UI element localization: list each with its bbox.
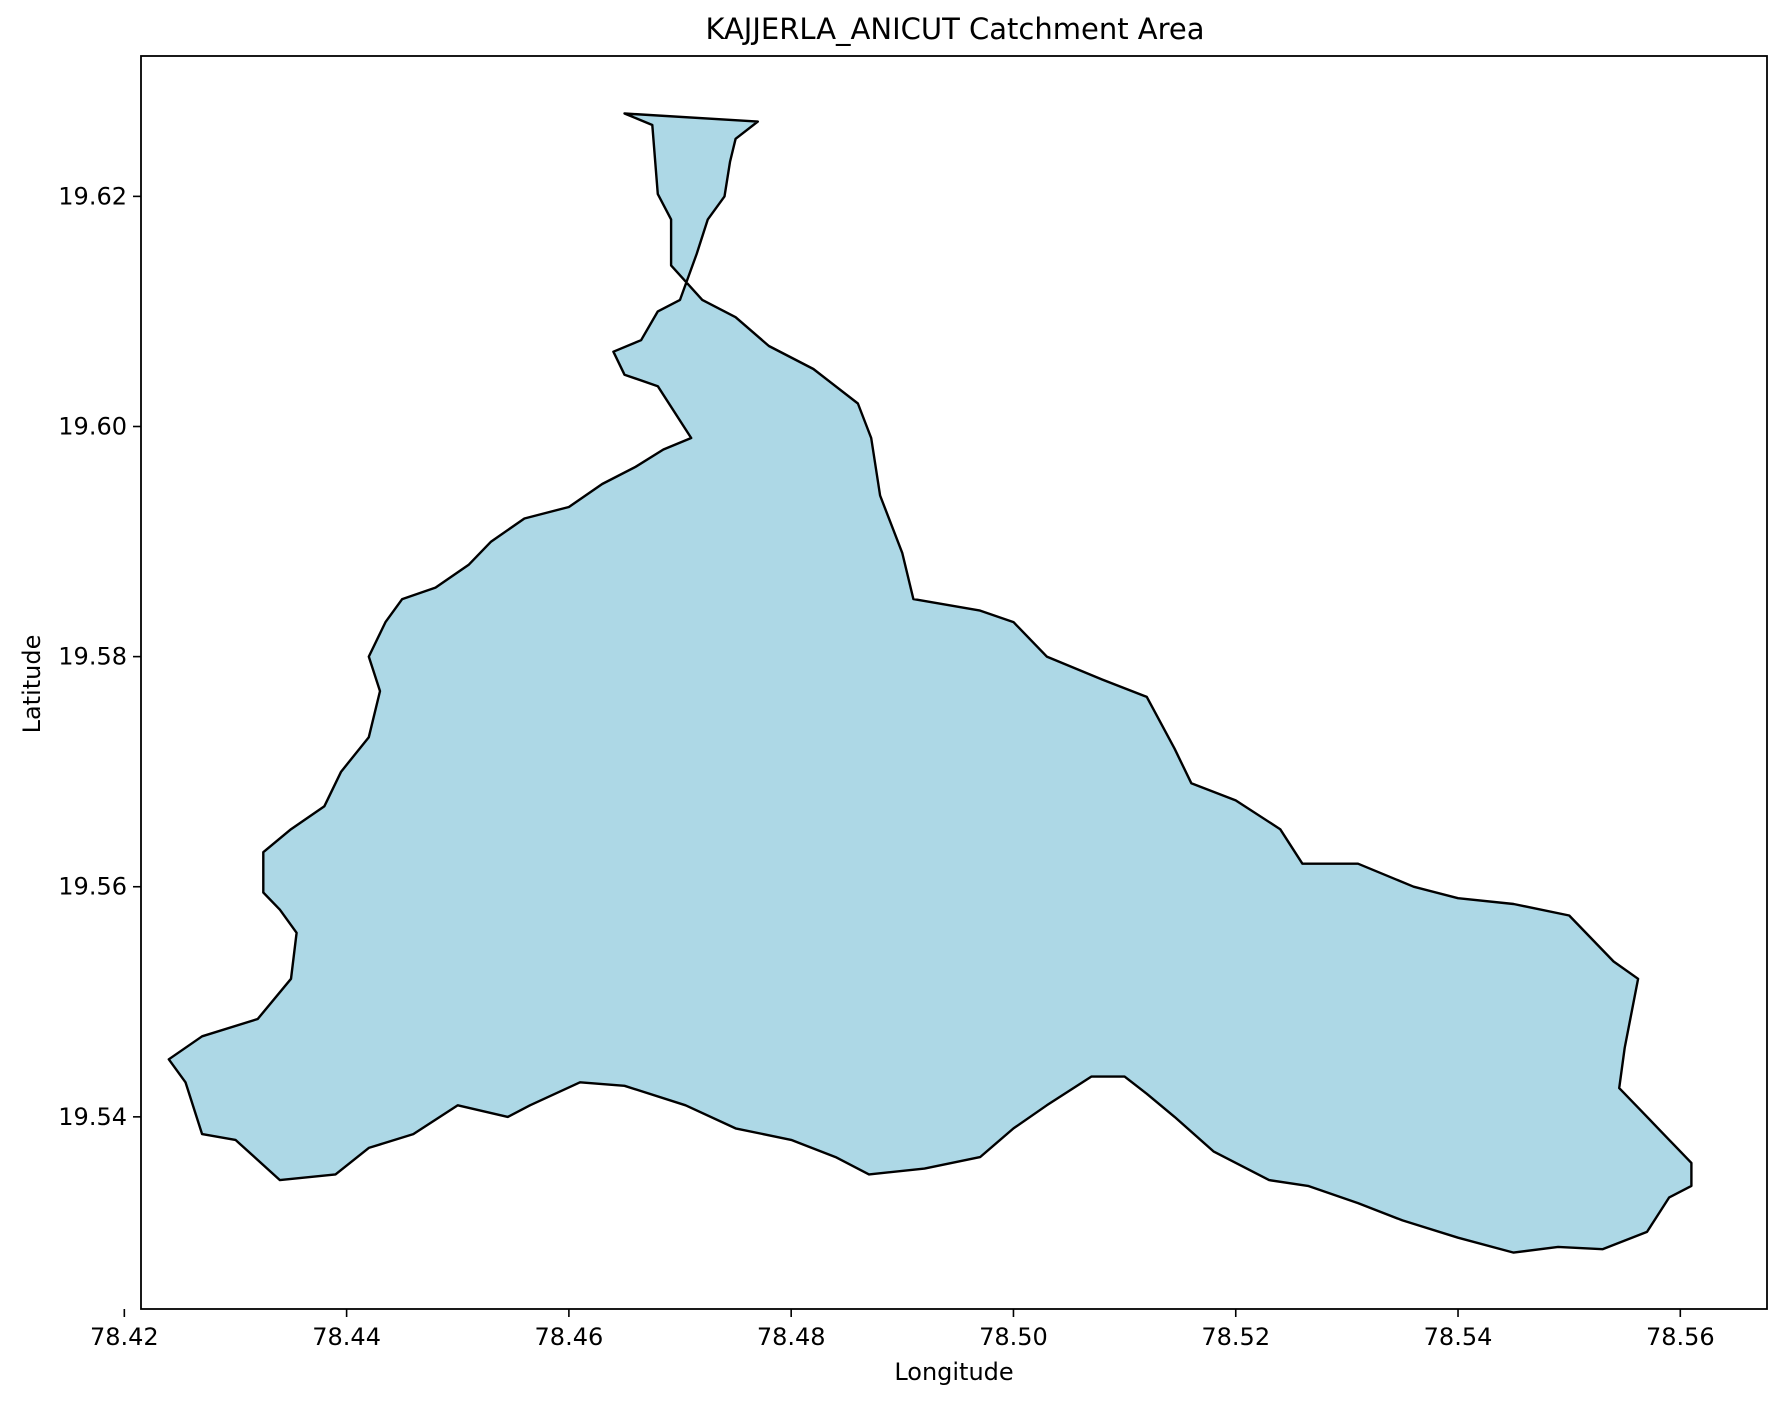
y-tick-label: 19.54 <box>58 1103 127 1131</box>
x-tick-label: 78.46 <box>535 1323 604 1351</box>
x-tick-label: 78.56 <box>1646 1323 1715 1351</box>
y-axis-label: Latitude <box>18 635 46 734</box>
x-tick-label: 78.42 <box>90 1323 159 1351</box>
y-tick-label: 19.62 <box>58 182 127 210</box>
x-tick-label: 78.54 <box>1424 1323 1493 1351</box>
x-axis-label: Longitude <box>894 1358 1013 1386</box>
x-tick-label: 78.44 <box>312 1323 381 1351</box>
y-tick-label: 19.58 <box>58 643 127 671</box>
y-tick-label: 19.60 <box>58 412 127 440</box>
map-title: KAJJERLA_ANICUT Catchment Area <box>705 12 1204 46</box>
plot-frame <box>140 55 1768 1310</box>
catchment-area-polygon <box>167 112 1693 1254</box>
y-axis-ticks: 19.54 19.56 19.58 19.60 19.62 <box>58 182 141 1131</box>
x-tick-label: 78.50 <box>979 1323 1048 1351</box>
y-tick-label: 19.56 <box>58 873 127 901</box>
x-tick-label: 78.52 <box>1201 1323 1270 1351</box>
plot-area <box>140 55 1768 1310</box>
x-axis-ticks: 78.42 78.44 78.46 78.48 78.50 78.52 78.54 78.56 <box>90 1309 1715 1351</box>
x-tick-label: 78.48 <box>757 1323 826 1351</box>
